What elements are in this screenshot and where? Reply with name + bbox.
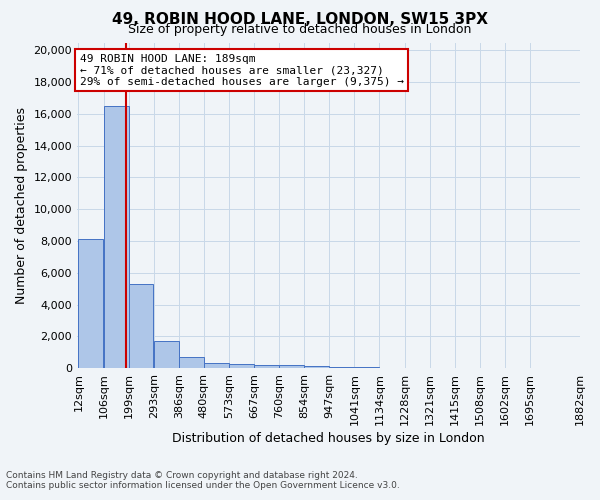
X-axis label: Distribution of detached houses by size in London: Distribution of detached houses by size …	[172, 432, 485, 445]
Bar	[229, 364, 254, 368]
Bar	[254, 364, 279, 368]
Text: 49 ROBIN HOOD LANE: 189sqm
← 71% of detached houses are smaller (23,327)
29% of : 49 ROBIN HOOD LANE: 189sqm ← 71% of deta…	[80, 54, 404, 87]
Bar	[154, 341, 179, 368]
Y-axis label: Number of detached properties: Number of detached properties	[15, 107, 28, 304]
Bar	[204, 362, 229, 368]
Bar	[279, 364, 304, 368]
Text: Size of property relative to detached houses in London: Size of property relative to detached ho…	[128, 22, 472, 36]
Bar	[104, 106, 128, 368]
Bar	[128, 284, 154, 368]
Text: 49, ROBIN HOOD LANE, LONDON, SW15 3PX: 49, ROBIN HOOD LANE, LONDON, SW15 3PX	[112, 12, 488, 28]
Bar	[304, 366, 329, 368]
Bar	[179, 357, 203, 368]
Bar	[79, 240, 103, 368]
Text: Contains HM Land Registry data © Crown copyright and database right 2024.
Contai: Contains HM Land Registry data © Crown c…	[6, 470, 400, 490]
Bar	[329, 367, 354, 368]
